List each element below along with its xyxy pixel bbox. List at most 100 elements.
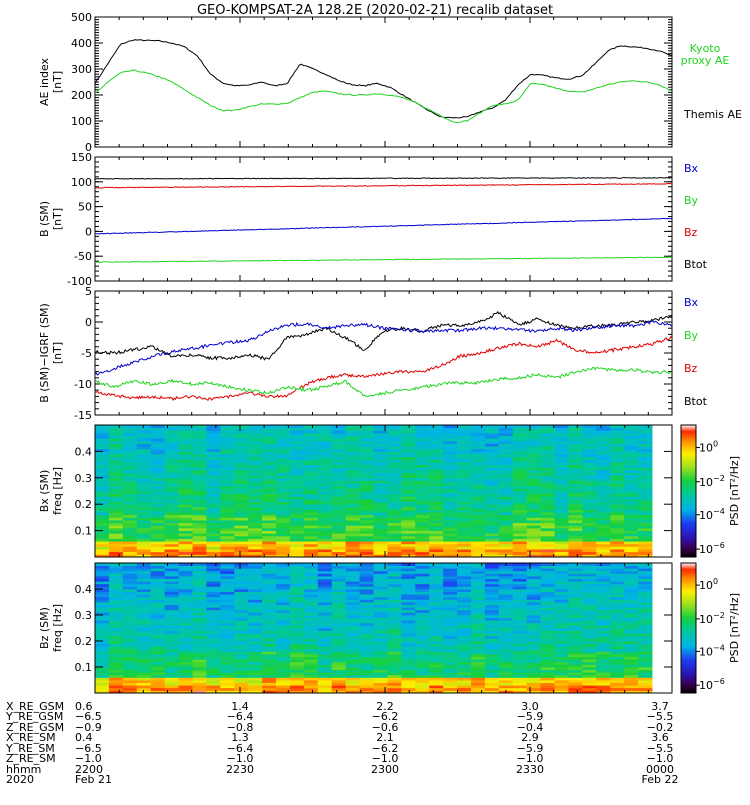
- panel-3-cell: [415, 459, 430, 463]
- panel-4-cell: [554, 664, 569, 668]
- panel-4-cell: [359, 576, 374, 579]
- panel-4-cell: [331, 581, 347, 585]
- panel-4-cell: [317, 646, 333, 650]
- panel-3-cell: [498, 535, 514, 539]
- panel-3-cell: [540, 461, 555, 465]
- panel-4-cell: [443, 583, 458, 587]
- panel-4-cell: [554, 607, 569, 611]
- panel-3-cell: [624, 527, 639, 531]
- panel-3-cell: [387, 509, 402, 513]
- panel-3-cell: [95, 530, 110, 534]
- panel-3-cell: [345, 427, 360, 431]
- panel-3-cell: [470, 491, 486, 495]
- panel-4-cell: [526, 599, 541, 603]
- panel-4-cell: [289, 609, 305, 613]
- panel-3-cell: [373, 530, 388, 534]
- panel-4-cell: [206, 651, 221, 655]
- panel-4-cell: [192, 609, 207, 613]
- panel-3-cell: [443, 448, 458, 452]
- panel-3-cell: [108, 527, 124, 531]
- panel-2-frame: [94, 290, 673, 416]
- panel-3-cell: [415, 467, 430, 471]
- panel-4-cell: [498, 617, 514, 621]
- panel-3-cell: [526, 467, 541, 471]
- panel-3-cell: [95, 504, 110, 508]
- panel-4-cell: [470, 628, 486, 631]
- panel-3-cell: [582, 514, 597, 518]
- panel-4-cell: [484, 625, 500, 629]
- panel-4-cell: [345, 589, 360, 592]
- panel-4-cell: [331, 641, 347, 644]
- panel-4-cell: [289, 654, 305, 657]
- panel-3-cell: [498, 446, 514, 450]
- panel-4-cell: [317, 586, 333, 590]
- panel-4-cell: [457, 651, 472, 655]
- panel-4-cell: [373, 659, 388, 663]
- panel-3-cell: [234, 525, 249, 529]
- panel-3-cell: [624, 488, 639, 492]
- panel-3-colorbar-label-0: 100: [699, 439, 718, 454]
- panel-4-cell: [178, 607, 193, 611]
- panel-3-cell: [582, 520, 597, 524]
- panel-3-cell: [359, 546, 374, 550]
- panel-4-cell: [470, 563, 486, 566]
- panel-4-cell: [220, 612, 235, 616]
- panel-4-cell: [457, 594, 472, 598]
- panel-4-cell: [164, 563, 179, 566]
- panel-3-cell: [345, 517, 360, 521]
- panel-3-cell: [457, 446, 472, 450]
- panel-3-cell: [289, 435, 305, 439]
- panel-4-cell: [359, 586, 374, 590]
- panel-3-cell: [498, 427, 514, 431]
- panel-3-cell: [526, 530, 541, 534]
- panel-3-cell: [554, 512, 569, 516]
- panel-3-cell: [443, 430, 458, 434]
- panel-3-cell: [373, 448, 388, 452]
- panel-3-cell: [303, 514, 319, 518]
- panel-4-cell: [164, 674, 179, 678]
- panel-3-cell: [289, 467, 305, 471]
- panel-4-cell: [164, 576, 179, 579]
- panel-4-cell: [415, 576, 430, 579]
- panel-3-cell: [582, 475, 597, 479]
- panel-4-cell: [554, 680, 569, 683]
- panel-3-cell: [526, 440, 541, 444]
- panel-3-cell: [331, 435, 347, 439]
- panel-4-cell: [526, 612, 541, 616]
- panel-4-cell: [276, 576, 291, 579]
- panel-3-cell: [484, 549, 500, 553]
- panel-3-cell: [303, 522, 319, 526]
- panel-3-cell: [276, 475, 291, 479]
- panel-3-cell: [192, 432, 207, 436]
- panel-4-colorbar-label-0: 100: [699, 577, 718, 592]
- panel-4-cell: [457, 581, 472, 585]
- panel-4-cell: [317, 633, 333, 637]
- panel-4-cell: [457, 638, 472, 642]
- panel-4-cell: [95, 612, 110, 616]
- panel-4-cell: [568, 630, 583, 634]
- panel-4-cell: [443, 589, 458, 592]
- panel-3-cell: [234, 440, 249, 444]
- panel-3-cell: [498, 522, 514, 526]
- panel-3-cell: [373, 504, 388, 508]
- panel-3-cell: [164, 440, 179, 444]
- orbit-cell-2-1: −6.2: [372, 710, 399, 723]
- panel-3-cell: [401, 506, 416, 510]
- panel-4-cell: [610, 677, 625, 681]
- panel-4-cell: [303, 573, 319, 577]
- panel-3-cell: [262, 496, 277, 500]
- panel-4-cell: [150, 578, 166, 582]
- panel-4-cell: [164, 672, 179, 676]
- panel-4-cell: [303, 594, 319, 598]
- panel-4-cell: [164, 565, 179, 569]
- panel-3-cell: [624, 501, 639, 505]
- panel-3-cell: [610, 456, 625, 460]
- panel-3-cell: [345, 546, 360, 550]
- panel-3-cell: [624, 451, 639, 455]
- panel-3-cell: [624, 498, 639, 502]
- panel-4-cell: [262, 635, 277, 639]
- panel-4-cell: [610, 589, 625, 592]
- panel-3-cell: [484, 485, 500, 489]
- panel-4-cell: [276, 677, 291, 681]
- panel-3-cell: [401, 509, 416, 513]
